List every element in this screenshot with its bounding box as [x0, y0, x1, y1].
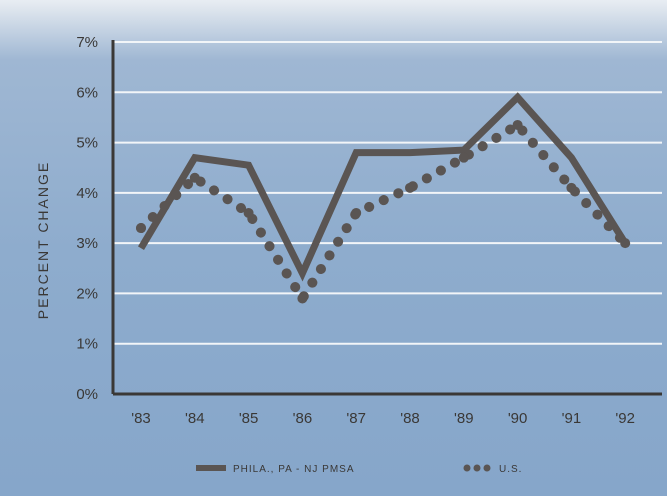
x-tick-label: '84	[185, 410, 205, 427]
y-tick-labels: 0% 1% 2% 3% 4% 5% 6% 7%	[76, 34, 98, 403]
x-tick-label: '87	[346, 410, 366, 427]
y-tick-label: 3%	[76, 235, 98, 252]
x-tick-label: '88	[400, 410, 420, 427]
legend-swatch-dot	[483, 464, 491, 472]
x-tick-label: '91	[562, 410, 582, 427]
x-tick-label: '90	[508, 410, 528, 427]
legend-label: U.S.	[499, 464, 522, 475]
y-tick-label: 2%	[76, 285, 98, 302]
data-point	[405, 182, 415, 193]
series-line	[136, 119, 631, 304]
phila-series	[137, 92, 629, 282]
us-series	[136, 119, 631, 304]
series	[136, 92, 631, 304]
legend-item-phila: PHILA., PA - NJ PMSA	[196, 464, 355, 475]
axes	[111, 40, 662, 396]
data-point	[566, 182, 577, 193]
legend-label: PHILA., PA - NJ PMSA	[233, 464, 355, 475]
y-axis-title: PERCENT CHANGE	[35, 161, 51, 319]
legend-swatch-dot	[473, 464, 481, 472]
x-tick-label: '92	[615, 410, 635, 427]
x-tick-label: '85	[239, 410, 259, 427]
legend-swatch-dot	[463, 464, 471, 472]
y-tick-label: 4%	[76, 185, 98, 202]
data-point	[189, 172, 200, 183]
gridlines	[113, 41, 662, 345]
x-tick-label: '86	[293, 410, 313, 427]
data-point	[243, 207, 254, 218]
x-tick-label: '83	[131, 410, 151, 427]
y-tick-label: 6%	[76, 84, 98, 101]
series-line	[137, 92, 629, 282]
y-tick-label: 5%	[76, 135, 98, 152]
data-point	[512, 119, 523, 130]
legend: PHILA., PA - NJ PMSA U.S.	[196, 464, 522, 475]
y-tick-label: 7%	[76, 34, 98, 51]
data-point	[458, 152, 469, 163]
x-tick-label: '89	[454, 410, 474, 427]
x-tick-labels: '83 '84 '85 '86 '87 '88 '89 '90 '91 '92	[131, 410, 635, 427]
data-point	[351, 207, 362, 218]
y-tick-label: 0%	[76, 386, 98, 403]
data-point	[620, 238, 631, 249]
y-tick-label: 1%	[76, 336, 98, 353]
legend-item-us: U.S.	[463, 464, 522, 475]
data-point	[297, 293, 308, 304]
data-point	[136, 223, 146, 234]
